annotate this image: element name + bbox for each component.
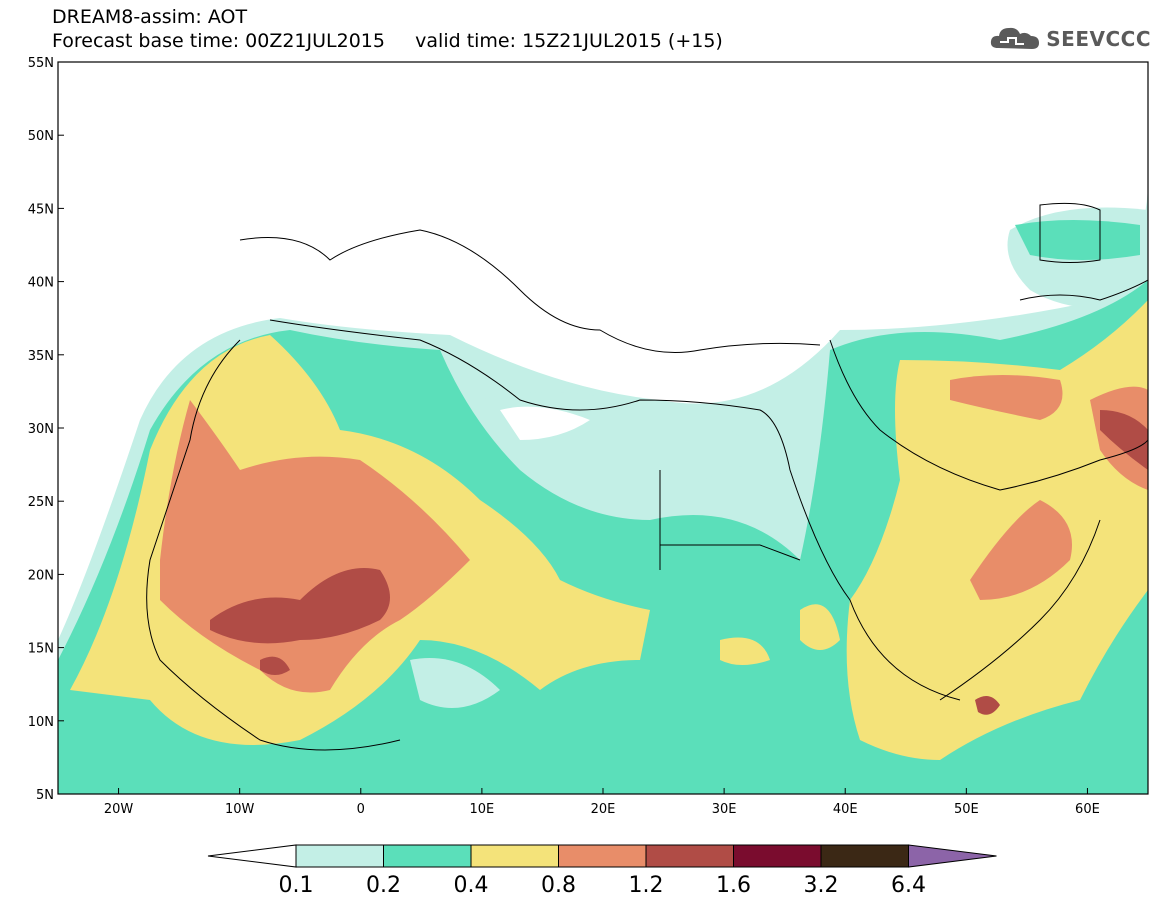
colorbar-label: 0.8 [541, 873, 576, 898]
lat-tick-label: 5N [36, 788, 54, 803]
seevccc-logo: SEEVCCC [990, 24, 1151, 54]
colorbar-bin [645, 844, 734, 868]
colorbar-label: 6.4 [891, 873, 926, 898]
cloud-icon [991, 27, 1040, 49]
lat-tick-label: 10N [28, 715, 54, 730]
lon-tick-label: 10W [225, 802, 255, 817]
colorbar-label: 0.4 [454, 873, 489, 898]
lon-tick-label: 10E [470, 802, 495, 817]
lat-tick-label: 55N [28, 56, 54, 71]
colorbar-bin [820, 844, 909, 868]
lat-tick-label: 50N [28, 129, 54, 144]
lat-tick-label: 30N [28, 422, 54, 437]
colorbar-label: 3.2 [804, 873, 839, 898]
coastlines [146, 202, 1148, 751]
lon-tick-label: 0 [357, 802, 365, 817]
colorbar-bin [383, 844, 472, 868]
colorbar-label: 1.6 [716, 873, 751, 898]
longitude-axis: 20W 10W 0 10E 20E 30E 40E 50E 60E [104, 788, 1100, 817]
colorbar-bin [558, 844, 647, 868]
lon-tick-label: 20E [591, 802, 616, 817]
lon-tick-label: 30E [712, 802, 737, 817]
lon-tick-label: 50E [954, 802, 979, 817]
colorbar-label: 0.2 [366, 873, 401, 898]
colorbar-overflow-arrow [908, 844, 997, 868]
lat-tick-label: 15N [28, 642, 54, 657]
lat-tick-label: 25N [28, 495, 54, 510]
lon-tick-label: 20W [104, 802, 134, 817]
lat-tick-label: 45N [28, 202, 54, 217]
colorbar-bin [295, 844, 384, 868]
title-line-1: DREAM8-assim: AOT [52, 6, 248, 28]
aot-field [58, 62, 1148, 794]
colorbar-bin [733, 844, 822, 868]
colorbar-label: 1.2 [629, 873, 664, 898]
brand-name: SEEVCCC [1046, 27, 1151, 51]
latitude-axis: 55N 50N 45N 40N 35N 30N 25N 20N 15N 10N 5N [28, 56, 64, 803]
lon-tick-label: 60E [1075, 802, 1100, 817]
title-line-2: Forecast base time: 00Z21JUL2015 valid t… [52, 30, 723, 52]
aot-colorbar: 0.1 0.2 0.4 0.8 1.2 1.6 3.2 6.4 [207, 844, 997, 898]
colorbar-underflow-arrow [207, 844, 297, 868]
lat-tick-label: 20N [28, 568, 54, 583]
colorbar-label: 0.1 [279, 873, 314, 898]
lon-tick-label: 40E [833, 802, 858, 817]
lat-tick-label: 35N [28, 349, 54, 364]
colorbar-bin [470, 844, 559, 868]
lat-tick-label: 40N [28, 276, 54, 291]
aot-band-1.2 [210, 568, 390, 644]
